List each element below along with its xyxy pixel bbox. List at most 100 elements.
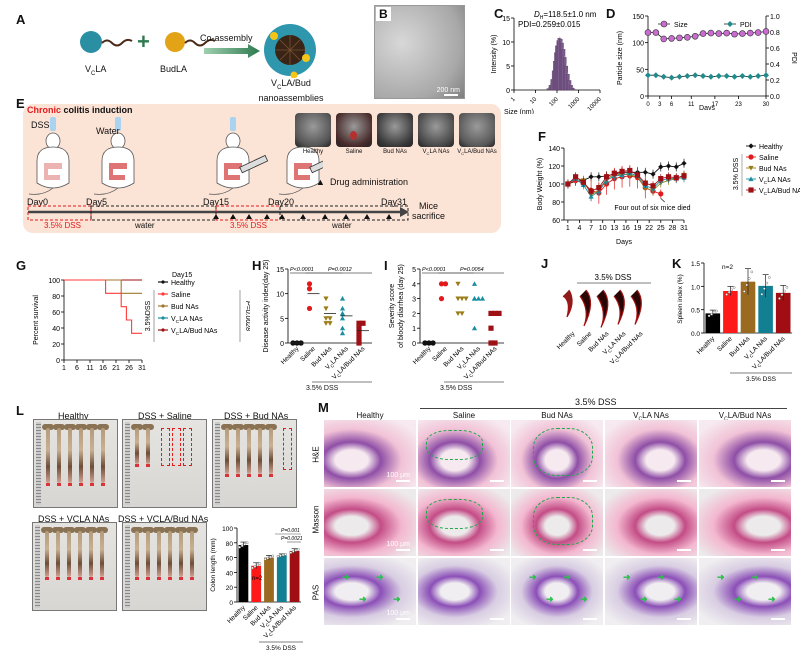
data-point-vclabudnas: [356, 335, 362, 341]
cecum: [64, 424, 76, 430]
data-point-vclanas: [339, 315, 346, 321]
data-dot: [783, 289, 786, 293]
data-point: [627, 167, 633, 174]
data-point-vclanas: [471, 281, 478, 286]
x-category-label: Healthy: [696, 335, 717, 356]
x-tick-label: 10: [599, 225, 607, 232]
data-dot: [240, 544, 244, 548]
colon-end: [67, 577, 71, 580]
size-point: [746, 29, 754, 37]
colon-end: [236, 474, 240, 477]
y-tick-label: 150: [632, 14, 644, 21]
lesion-outline: [533, 497, 593, 545]
y-tick-label: 15: [502, 16, 510, 23]
size-point: [691, 32, 699, 40]
stage-label-dss: DSS: [31, 120, 50, 130]
x-tick-label: 1000: [568, 96, 582, 110]
data-point: [665, 174, 672, 180]
scale-bar: [677, 618, 691, 620]
chart-d-xlabel: Days: [699, 105, 715, 110]
p-value-1: P<0.0001: [422, 267, 446, 273]
data-point-vclanas: [471, 296, 478, 301]
m-group-line: [420, 408, 787, 409]
colon-sample: [101, 428, 105, 483]
bar-healthy: [238, 545, 249, 602]
y-tick-label: 10: [502, 40, 510, 47]
spleen-3: [613, 289, 625, 325]
chart-c-xlabel: Size (nm): [504, 109, 534, 114]
day15-overlay-text: Day15: [172, 272, 192, 279]
cecum: [131, 424, 143, 430]
x-tick-label: 3: [658, 102, 662, 108]
data-point-vclabudnas: [360, 320, 366, 326]
water-bottle-icon: [50, 117, 56, 131]
y-tick-label: 0.5: [691, 308, 700, 315]
drug-administration-legend: ▲ Drug administration: [316, 177, 408, 187]
spleen-2: [596, 289, 609, 328]
data-dot: [712, 311, 716, 314]
data-dot: [263, 557, 267, 561]
data-point: [619, 168, 625, 174]
data-point-vclabudnas: [356, 330, 362, 336]
x-tick-label: 16: [622, 225, 630, 232]
data-dot: [725, 293, 728, 296]
data-dot: [256, 563, 259, 567]
bar-vclabudnas: [775, 292, 791, 333]
legend-label: VCLA/Bud NAs: [759, 188, 800, 197]
y-tick-label: 5: [280, 316, 284, 323]
colon-sample: [190, 531, 194, 577]
budla-molecule-tail-icon: [184, 38, 216, 47]
y-tick-label: 40: [52, 326, 60, 333]
colon-sample: [46, 428, 50, 483]
mouse-photo-label-0: Healthy: [302, 149, 324, 155]
data-dot: [281, 553, 285, 557]
data-point: [673, 175, 679, 181]
legend-marker: [161, 280, 165, 284]
pdi-point: [707, 73, 714, 80]
stage-label-water: Water: [96, 126, 120, 136]
data-dot: [268, 555, 272, 559]
y-tick-label: 100: [632, 41, 644, 48]
data-point-vclanas: [479, 296, 486, 301]
drug-administration-marker: [213, 214, 219, 219]
cecum: [164, 527, 176, 533]
nanoassembly-label-line2: nanoassemblies: [258, 92, 324, 103]
goblet-cell-arrow-icon: ➜: [768, 594, 776, 604]
y-tick-label: 0: [412, 341, 416, 348]
data-point-vclabudnas: [356, 325, 362, 331]
x-tick-label: 10: [529, 96, 538, 105]
plus-sign: +: [137, 29, 150, 54]
y-tick-label: 100: [548, 182, 560, 189]
data-dot: [763, 287, 766, 290]
legend-marker: [161, 328, 165, 332]
x-tick-label: 21: [112, 365, 120, 372]
mouse-schematics: [28, 117, 323, 195]
data-dot: [294, 549, 298, 552]
colon-sample: [168, 531, 172, 577]
m-group-label: 3.5% DSS: [575, 397, 617, 407]
cecum: [221, 424, 233, 430]
y-tick-label: 4: [412, 282, 416, 289]
missing-mouse-box: [172, 428, 181, 466]
data-point-saline: [306, 281, 313, 287]
y-tick-label: 40: [226, 570, 234, 577]
drug-administration-marker: [230, 214, 236, 219]
y-tick-label: 1.0: [691, 284, 700, 291]
tem-image: B 200 nm: [374, 5, 465, 99]
cecum: [175, 527, 187, 533]
legend-marker-size: [660, 20, 668, 28]
co-assembly-label: Co-assembly: [200, 33, 253, 43]
pdi-point: [692, 72, 699, 79]
x-tick-label: 13: [610, 225, 618, 232]
j-group-label: 3.5% DSS: [595, 273, 632, 282]
annotation-pointer: [660, 198, 665, 203]
mouse-photo-3: [418, 113, 454, 147]
drug-administration-marker: [264, 214, 270, 219]
spleen-4: [630, 289, 642, 325]
day-label-15: Day15: [203, 197, 230, 207]
ruler-icon: [35, 525, 40, 608]
mouse-photo-2: [377, 113, 413, 147]
cecum: [96, 527, 108, 533]
data-point-vclanas: [339, 325, 346, 331]
